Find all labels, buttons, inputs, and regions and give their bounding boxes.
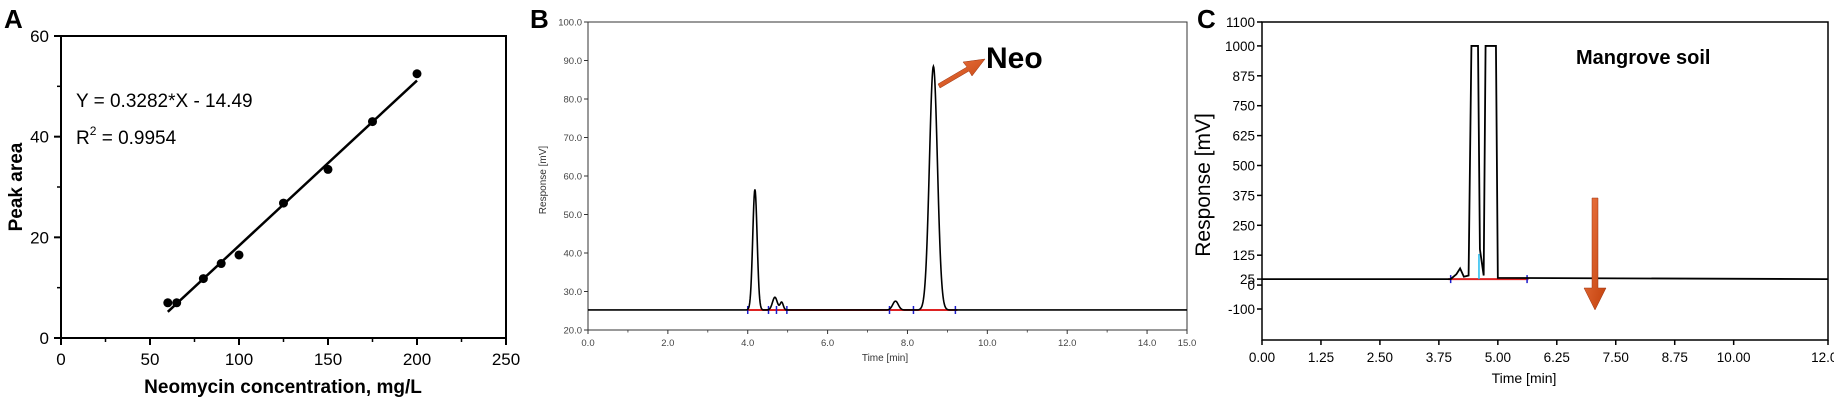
chromatogram-trace [1262, 45, 1829, 280]
x-tick-label: 15.0 [1178, 338, 1197, 349]
x-tick-label: 10.0 [978, 338, 997, 349]
y-tick-label: 0 [40, 329, 49, 348]
y-tick-label: 60 [30, 27, 49, 46]
neo-arrow-icon [937, 58, 986, 89]
x-tick-label: 6.25 [1544, 350, 1570, 365]
x-tick-label: 2.50 [1367, 350, 1393, 365]
x-tick-label: 6.0 [821, 338, 834, 349]
x-tick-label: 50 [141, 350, 160, 369]
data-point [412, 69, 422, 79]
panel-letter-b: B [530, 4, 549, 34]
x-tick-label: 5.00 [1485, 350, 1511, 365]
data-point [172, 298, 182, 308]
x-tick-label: 12.00 [1811, 350, 1834, 365]
y-tick-label: 20.0 [564, 326, 583, 337]
down-arrow-icon [1583, 197, 1607, 311]
y-tick-label: 40.0 [564, 249, 583, 260]
panel-c-ticks [1257, 21, 1829, 345]
y-tick-label: 100.0 [558, 18, 582, 29]
y-tick-label: 80.0 [564, 95, 583, 106]
panel-a-tick-labels: 0 50 100 150 200 250 0 20 40 60 [30, 27, 520, 369]
y-tick-label: 125 [1232, 248, 1255, 263]
data-point [368, 117, 377, 127]
x-axis-title: Time [min] [1492, 370, 1557, 386]
r-squared-label: R2 = 0.9954 [76, 124, 177, 149]
x-tick-label: 14.0 [1138, 338, 1157, 349]
panel-letter-a: A [4, 4, 23, 34]
y-tick-label: 1100 [1226, 15, 1255, 30]
y-tick-label: 250 [1232, 218, 1255, 233]
x-tick-label: 1.25 [1308, 350, 1334, 365]
panel-a-ticks [54, 35, 507, 345]
data-points [163, 69, 422, 308]
panel-c-frame [1261, 21, 1829, 341]
panel-b-chromatogram: B 0.0 2.0 4.0 6.0 8.0 10.0 12.0 14.0 15.0 20.0 30.… [530, 4, 1196, 364]
data-point [216, 259, 226, 269]
x-tick-label: 150 [314, 350, 342, 369]
y-tick-label: 70.0 [564, 133, 583, 144]
x-tick-label: 0 [56, 350, 65, 369]
y-tick-label: 375 [1232, 188, 1255, 203]
panel-c-chromatogram: C 0.00 1.25 2.50 3.75 5.00 6.25 7.50 8.75 10.00 1… [1192, 4, 1834, 386]
panel-a-scatter-plot: A 0 50 100 150 200 250 0 20 40 60 Y = 0.3282*X - … [4, 4, 520, 398]
x-tick-label: 0.00 [1249, 350, 1275, 365]
x-tick-label: 0.0 [581, 338, 594, 349]
y-tick-label: 50.0 [564, 210, 583, 221]
y-tick-label: 60.0 [564, 172, 583, 183]
y-tick-label: 25 [1240, 272, 1255, 287]
y-tick-label: -100 [1228, 302, 1255, 317]
y-tick-label: 1000 [1225, 39, 1255, 54]
chromatogram-trace [588, 63, 1187, 311]
y-tick-label: 875 [1232, 69, 1255, 84]
y-tick-label: 40 [30, 128, 49, 147]
y-tick-label: 30.0 [564, 287, 583, 298]
x-tick-label: 7.50 [1603, 350, 1629, 365]
data-point [234, 250, 244, 260]
panel-letter-c: C [1197, 4, 1216, 34]
x-tick-label: 3.75 [1426, 350, 1452, 365]
data-point [163, 298, 173, 308]
x-tick-label: 8.0 [901, 338, 914, 349]
panel-c-tick-labels: 0.00 1.25 2.50 3.75 5.00 6.25 7.50 8.75 10.00 12.… [1225, 15, 1834, 365]
x-tick-label: 200 [403, 350, 431, 369]
x-tick-label: 8.75 [1662, 350, 1688, 365]
x-tick-label: 2.0 [661, 338, 674, 349]
x-tick-label: 12.0 [1058, 338, 1077, 349]
y-tick-label: 500 [1232, 159, 1255, 174]
y-tick-label: 20 [30, 228, 49, 247]
x-tick-label: 10.00 [1717, 350, 1751, 365]
panel-a-frame [60, 35, 507, 339]
data-point [323, 164, 333, 174]
sample-title: Mangrove soil [1576, 47, 1710, 69]
x-tick-label: 4.0 [741, 338, 754, 349]
y-tick-label: 90.0 [564, 56, 583, 67]
x-tick-label: 250 [492, 350, 520, 369]
x-axis-title: Time [min] [862, 353, 909, 364]
data-point [198, 274, 208, 284]
x-axis-title: Neomycin concentration, mg/L [144, 377, 422, 398]
panel-b-frame [587, 21, 1188, 331]
y-tick-label: 0 [1247, 278, 1255, 293]
x-tick-label: 100 [225, 350, 253, 369]
y-axis-title: Response [mV] [538, 146, 549, 215]
y-axis-title: Response [mV] [1192, 113, 1215, 257]
data-point [279, 198, 288, 208]
y-tick-label: 750 [1232, 99, 1255, 114]
regression-equation: Y = 0.3282*X - 14.49 [76, 91, 253, 112]
y-axis-title: Peak area [6, 142, 27, 231]
panel-b-tick-labels: 0.0 2.0 4.0 6.0 8.0 10.0 12.0 14.0 15.0 20.0 30.0 4… [558, 18, 1196, 350]
panel-b-ticks [584, 21, 1188, 334]
y-tick-label: 625 [1232, 129, 1255, 144]
neo-peak-label: Neo [986, 42, 1043, 75]
